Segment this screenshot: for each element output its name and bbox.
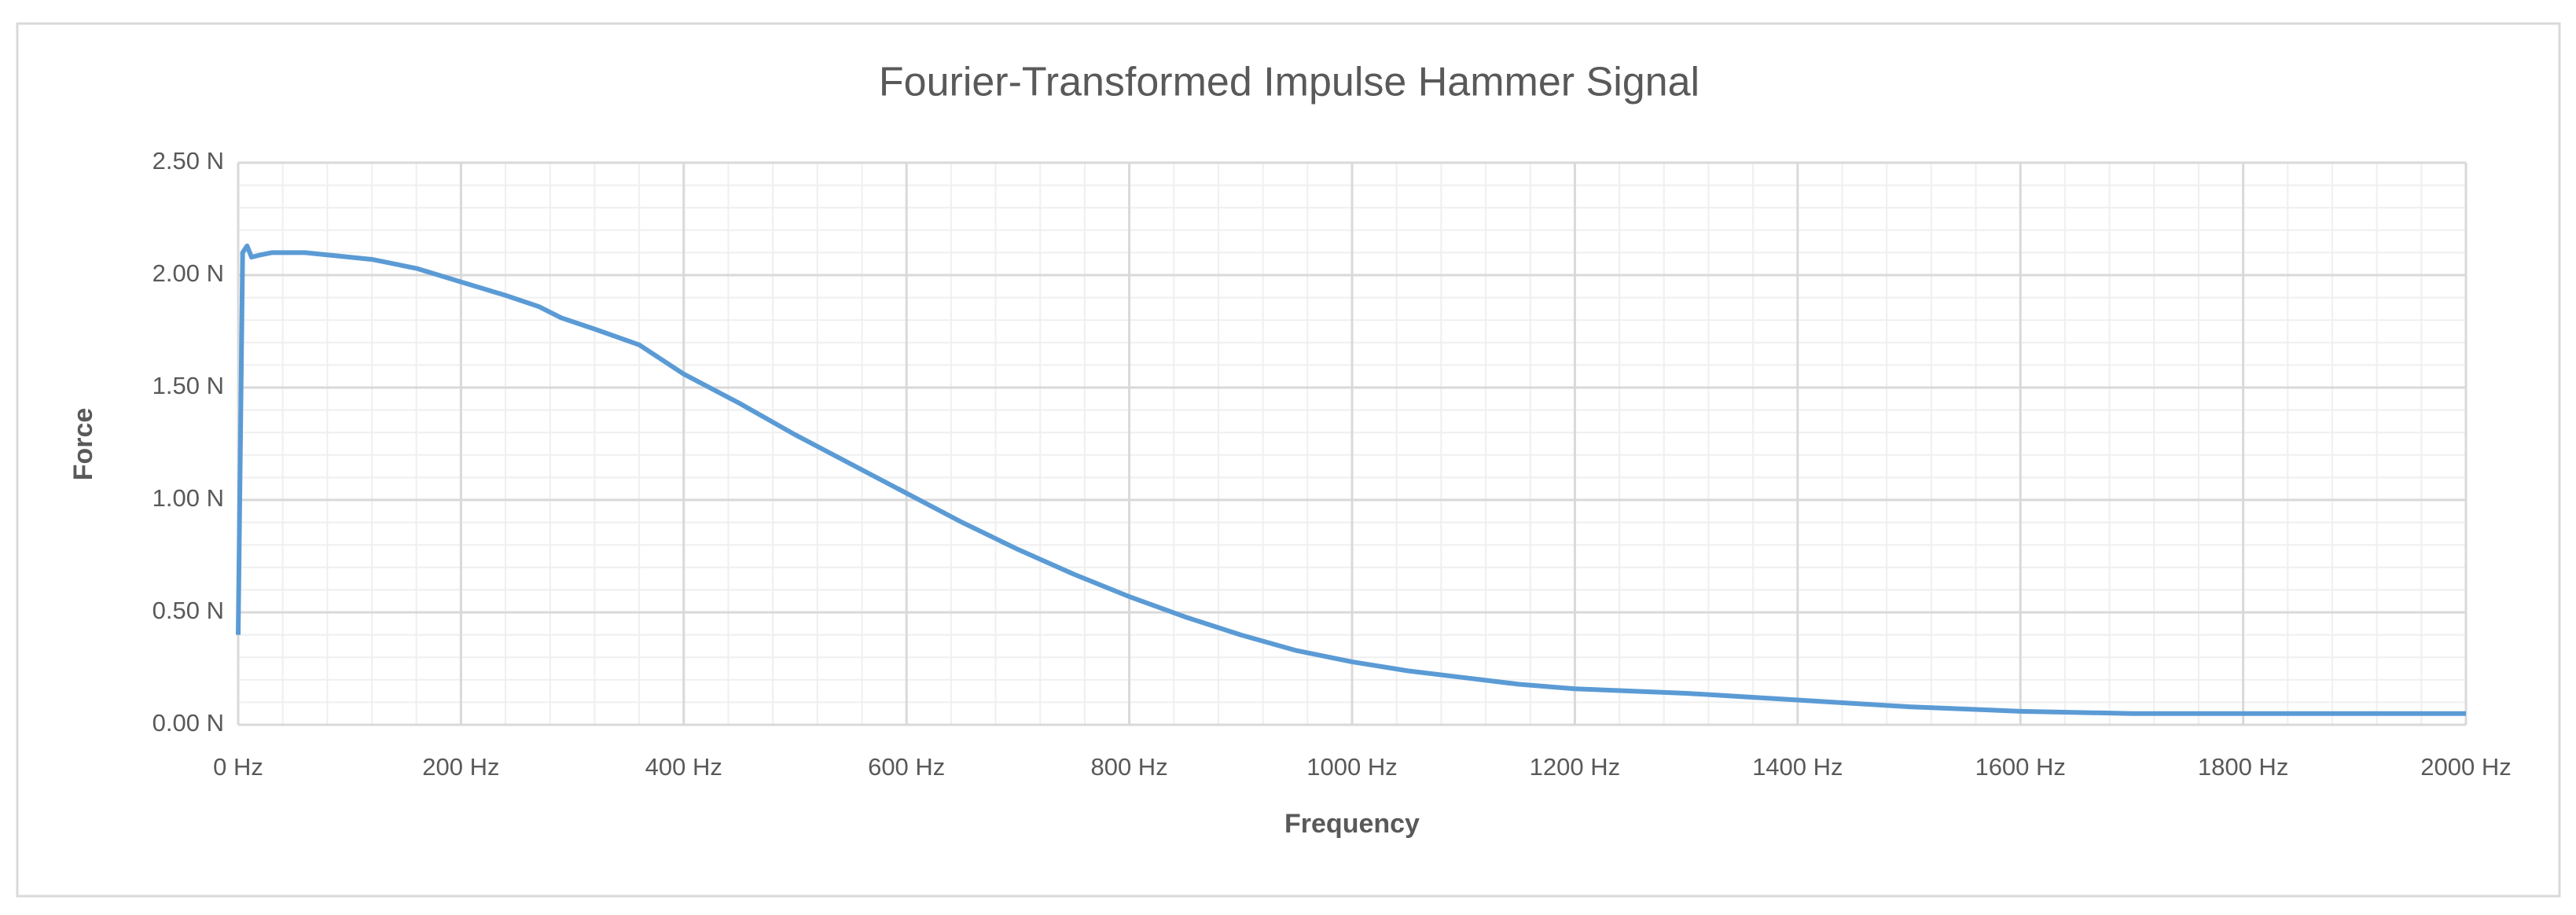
chart-border xyxy=(16,22,2561,898)
y-axis-title: Force xyxy=(68,408,98,481)
x-tick-label: 1600 Hz xyxy=(1975,753,2065,781)
x-axis-title: Frequency xyxy=(1284,809,1420,839)
y-tick-label: 2.50 N xyxy=(153,147,224,175)
x-tick-label: 400 Hz xyxy=(645,753,722,781)
y-tick-label: 0.00 N xyxy=(153,709,224,737)
x-tick-label: 0 Hz xyxy=(213,753,263,781)
x-tick-label: 1800 Hz xyxy=(2198,753,2288,781)
x-tick-label: 200 Hz xyxy=(422,753,499,781)
y-tick-label: 1.00 N xyxy=(153,484,224,512)
data-line xyxy=(236,243,2466,716)
chart-title: Fourier-Transformed Impulse Hammer Signa… xyxy=(879,60,1700,105)
y-tick-label: 0.50 N xyxy=(153,597,224,624)
x-tick-label: 1400 Hz xyxy=(1752,753,1843,781)
x-tick-label: 600 Hz xyxy=(868,753,945,781)
x-tick-label: 800 Hz xyxy=(1090,753,1167,781)
x-tick-label: 1000 Hz xyxy=(1306,753,1397,781)
y-tick-label: 2.00 N xyxy=(153,259,224,287)
y-tick-label: 1.50 N xyxy=(153,372,224,399)
x-tick-label: 2000 Hz xyxy=(2420,753,2511,781)
x-tick-label: 1200 Hz xyxy=(1530,753,1620,781)
